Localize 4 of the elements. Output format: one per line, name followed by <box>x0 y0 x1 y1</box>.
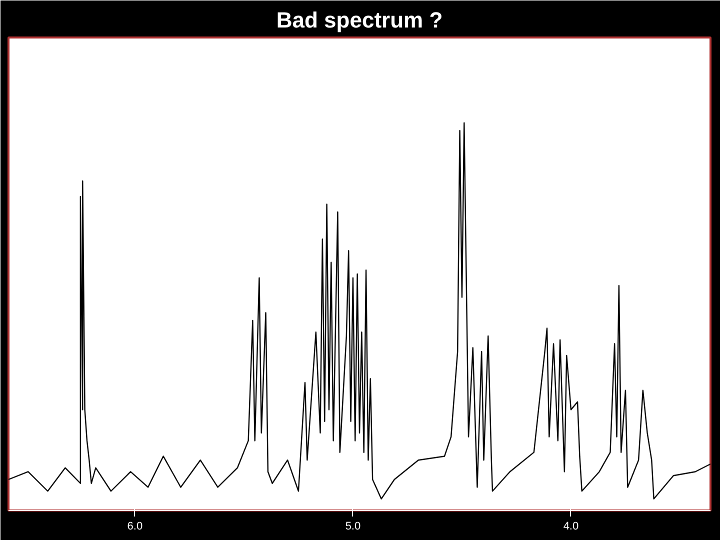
chart-title: Bad spectrum ? <box>276 8 443 32</box>
x-tick-label: 4.0 <box>563 520 579 532</box>
x-tick-label: 5.0 <box>345 520 361 532</box>
x-tick-label: 6.0 <box>127 520 143 532</box>
